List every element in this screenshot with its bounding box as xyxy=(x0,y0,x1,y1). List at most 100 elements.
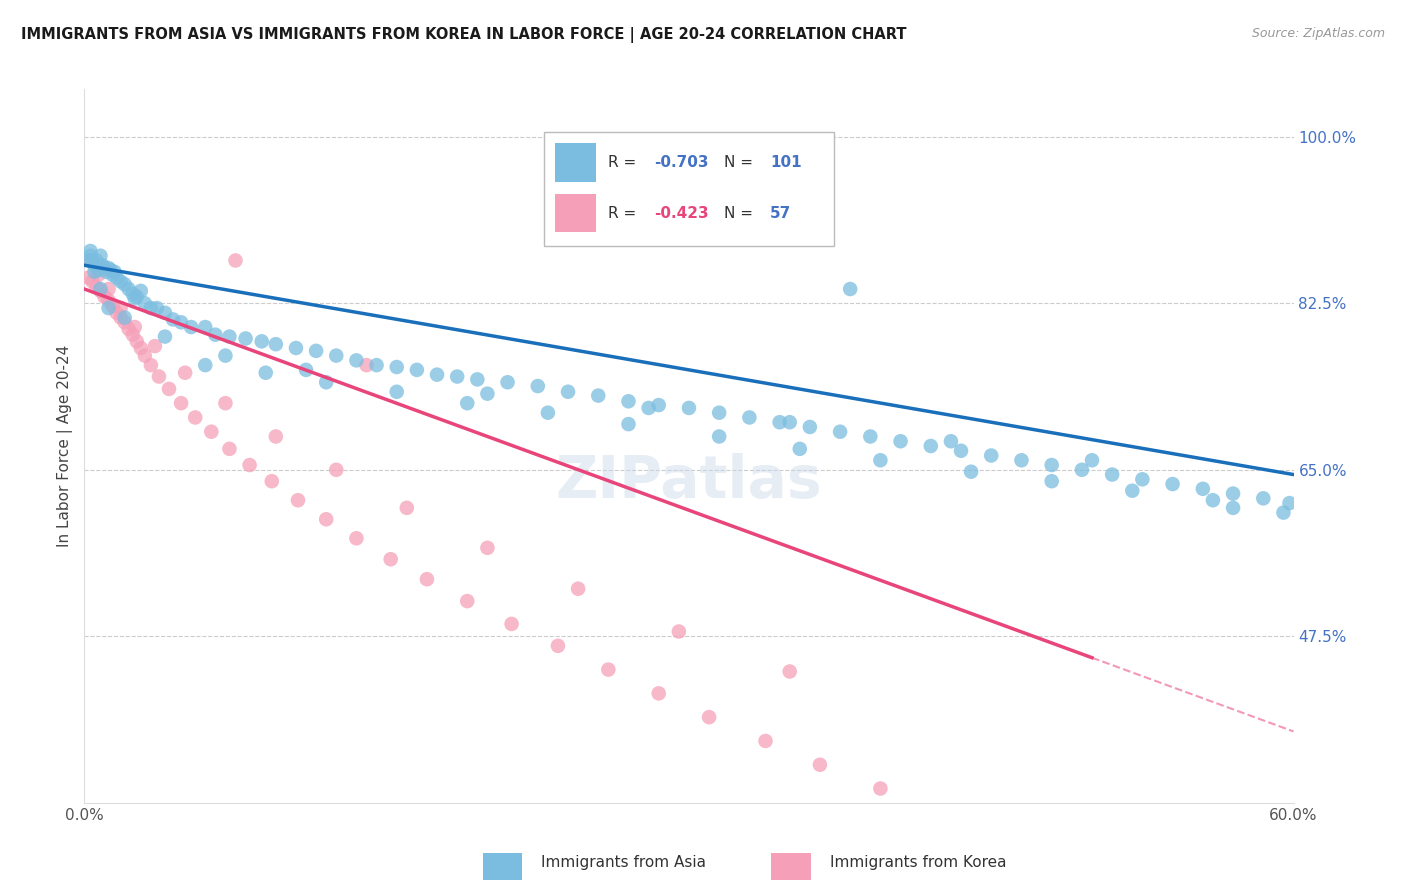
Point xyxy=(1222,500,1244,515)
Point xyxy=(86,253,108,268)
Point xyxy=(1000,834,1022,848)
Point xyxy=(426,368,449,382)
Point xyxy=(89,249,111,263)
FancyBboxPatch shape xyxy=(484,853,523,880)
Point xyxy=(97,301,120,315)
Point xyxy=(830,425,852,439)
Point xyxy=(446,369,468,384)
Point xyxy=(501,616,523,631)
Point xyxy=(114,315,136,329)
Point xyxy=(218,329,240,343)
Point xyxy=(366,358,388,372)
Point xyxy=(87,263,110,277)
Point xyxy=(1192,482,1215,496)
Point xyxy=(83,265,105,279)
Text: R =: R = xyxy=(607,205,641,220)
Point xyxy=(295,363,318,377)
Point xyxy=(315,376,337,390)
Point xyxy=(170,396,193,410)
Point xyxy=(264,429,287,443)
Point xyxy=(385,384,408,399)
Point xyxy=(174,366,197,380)
Point xyxy=(194,320,217,334)
Point xyxy=(950,443,973,458)
Point xyxy=(1071,463,1094,477)
Point xyxy=(1272,506,1295,520)
Point xyxy=(869,453,891,467)
Point xyxy=(1161,477,1184,491)
Point xyxy=(839,282,862,296)
Point xyxy=(79,253,101,268)
Point xyxy=(346,531,368,545)
Y-axis label: In Labor Force | Age 20-24: In Labor Force | Age 20-24 xyxy=(58,345,73,547)
FancyBboxPatch shape xyxy=(544,132,834,246)
Point xyxy=(93,261,115,276)
Point xyxy=(395,500,418,515)
Point xyxy=(697,710,720,724)
Text: R =: R = xyxy=(607,155,641,170)
Point xyxy=(779,415,801,429)
Point xyxy=(124,320,146,334)
Point xyxy=(146,301,169,315)
Point xyxy=(77,270,100,285)
Point xyxy=(859,429,882,443)
Point xyxy=(204,327,226,342)
Point xyxy=(110,301,132,315)
Point xyxy=(1130,472,1153,486)
Point xyxy=(118,282,141,296)
Point xyxy=(1202,493,1225,508)
FancyBboxPatch shape xyxy=(772,853,811,880)
Point xyxy=(218,442,240,456)
Point xyxy=(325,463,347,477)
Point xyxy=(194,358,217,372)
Point xyxy=(1222,486,1244,500)
Point xyxy=(1101,467,1123,482)
Point xyxy=(960,465,983,479)
Point xyxy=(416,572,439,586)
Point xyxy=(254,366,277,380)
Point xyxy=(86,280,108,294)
Point xyxy=(97,293,120,308)
Text: Immigrants from Asia: Immigrants from Asia xyxy=(541,855,706,870)
Point xyxy=(617,417,640,431)
Point xyxy=(1011,453,1033,467)
Point xyxy=(104,265,127,279)
Point xyxy=(89,284,111,298)
Point xyxy=(124,292,146,306)
Point xyxy=(239,458,262,472)
Point xyxy=(754,734,776,748)
Point xyxy=(79,249,101,263)
Point xyxy=(214,396,236,410)
Point xyxy=(264,337,287,351)
Point xyxy=(305,343,328,358)
Point xyxy=(456,396,478,410)
Point xyxy=(114,277,136,292)
Point xyxy=(105,270,128,285)
Point xyxy=(79,244,101,258)
Point xyxy=(1121,483,1143,498)
Point xyxy=(170,315,193,329)
Point xyxy=(920,439,942,453)
Point xyxy=(567,582,589,596)
Point xyxy=(315,512,337,526)
Point xyxy=(250,334,273,349)
Point xyxy=(101,299,124,313)
Point xyxy=(808,757,831,772)
Point xyxy=(325,349,347,363)
Point xyxy=(738,410,761,425)
Text: IMMIGRANTS FROM ASIA VS IMMIGRANTS FROM KOREA IN LABOR FORCE | AGE 20-24 CORRELA: IMMIGRANTS FROM ASIA VS IMMIGRANTS FROM … xyxy=(21,27,907,43)
Point xyxy=(537,406,560,420)
Point xyxy=(235,331,257,345)
FancyBboxPatch shape xyxy=(555,144,596,182)
Point xyxy=(225,253,247,268)
Point xyxy=(588,388,610,402)
Point xyxy=(939,434,962,449)
Point xyxy=(97,282,120,296)
Text: ZIPatlas: ZIPatlas xyxy=(555,453,823,510)
Point xyxy=(134,349,156,363)
Point xyxy=(929,805,952,820)
Point xyxy=(356,358,378,372)
Point xyxy=(87,268,110,282)
Point xyxy=(139,358,162,372)
Point xyxy=(93,290,115,304)
